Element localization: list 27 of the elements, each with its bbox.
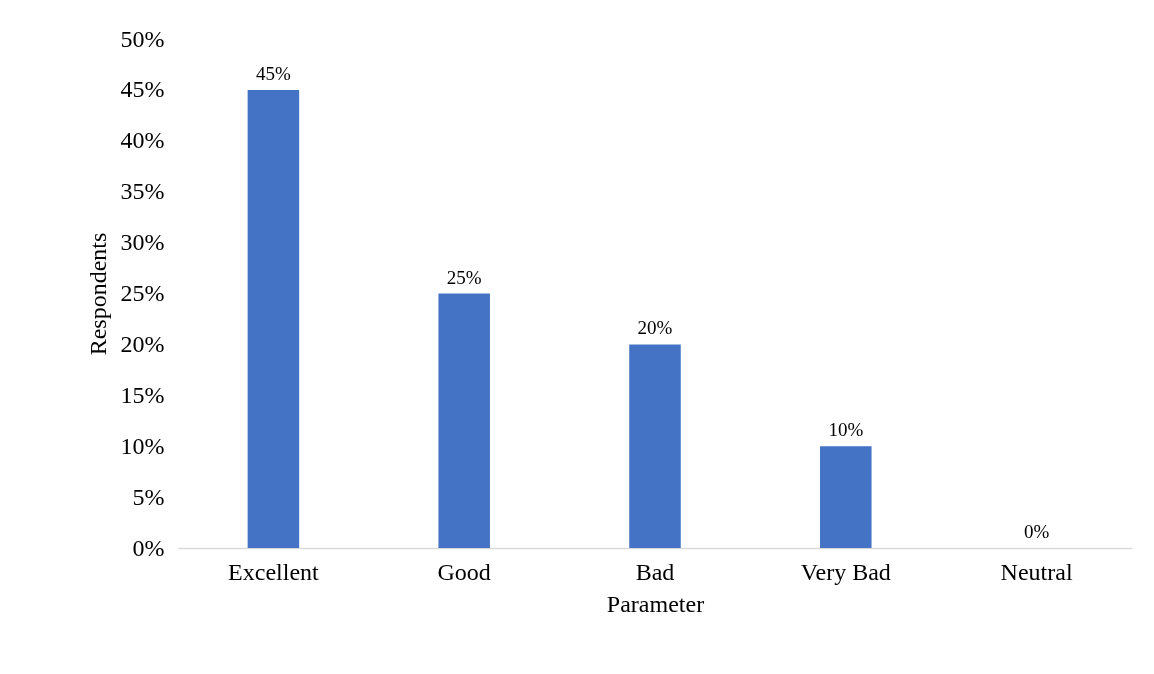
y-tick-label: 0% xyxy=(132,534,165,561)
data-label: 20% xyxy=(637,317,673,339)
data-label: 0% xyxy=(1023,521,1050,542)
data-label: 25% xyxy=(446,266,482,288)
y-tick-label: 35% xyxy=(120,178,165,205)
x-tick-label: Very Bad xyxy=(800,558,891,585)
y-axis-title: Respondents xyxy=(84,232,111,356)
x-axis-title: Parameter xyxy=(606,590,705,617)
data-label: 10% xyxy=(828,419,864,441)
x-tick-label: Good xyxy=(437,558,491,585)
bar xyxy=(247,89,300,548)
x-tick-label: Bad xyxy=(635,558,675,585)
y-tick-label: 50% xyxy=(120,25,165,52)
bar xyxy=(820,446,872,548)
y-tick-label: 45% xyxy=(120,76,165,103)
y-tick-label: 40% xyxy=(120,127,165,154)
y-tick-label: 10% xyxy=(120,432,165,459)
bar xyxy=(438,293,490,548)
y-tick-label: 20% xyxy=(120,330,165,357)
y-tick-label: 15% xyxy=(120,381,165,408)
data-label: 45% xyxy=(255,62,291,84)
x-tick-label: Neutral xyxy=(1000,558,1073,585)
bar xyxy=(629,344,681,548)
y-tick-label: 25% xyxy=(120,280,165,306)
y-tick-label: 30% xyxy=(120,229,165,256)
y-tick-label: 5% xyxy=(132,483,165,510)
x-tick-label: Excellent xyxy=(228,558,320,585)
